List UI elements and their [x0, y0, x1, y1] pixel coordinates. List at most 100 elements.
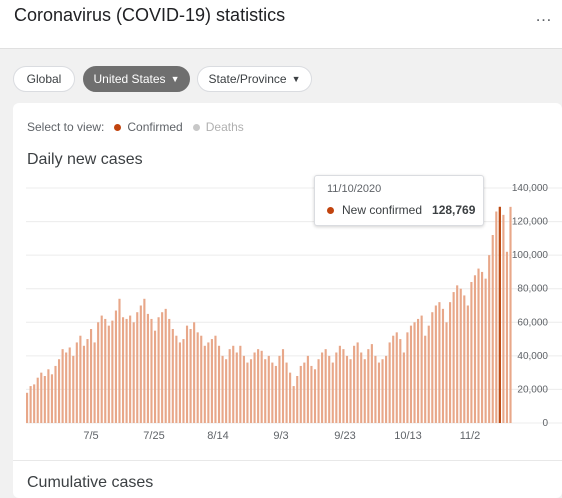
- bar[interactable]: [509, 206, 512, 423]
- bar[interactable]: [203, 345, 206, 423]
- bar[interactable]: [217, 345, 221, 423]
- bar[interactable]: [139, 305, 142, 424]
- bar[interactable]: [114, 310, 117, 423]
- bar[interactable]: [47, 369, 50, 423]
- bar[interactable]: [93, 342, 96, 423]
- bar[interactable]: [260, 350, 263, 423]
- bar[interactable]: [473, 275, 477, 423]
- bar[interactable]: [363, 359, 366, 423]
- bar[interactable]: [40, 372, 43, 423]
- bar[interactable]: [495, 211, 498, 424]
- bar[interactable]: [427, 325, 430, 423]
- bar[interactable]: [257, 349, 260, 423]
- option-deaths[interactable]: Deaths: [205, 120, 244, 134]
- bar[interactable]: [488, 255, 491, 423]
- bar[interactable]: [214, 335, 217, 423]
- bar[interactable]: [132, 322, 135, 423]
- bar[interactable]: [274, 365, 277, 423]
- bar[interactable]: [367, 349, 370, 423]
- bar[interactable]: [107, 325, 110, 423]
- bar[interactable]: [168, 318, 171, 423]
- bar[interactable]: [121, 317, 125, 423]
- bar[interactable]: [502, 214, 505, 423]
- bar[interactable]: [136, 312, 139, 423]
- bar[interactable]: [420, 315, 423, 423]
- bar[interactable]: [104, 318, 107, 423]
- bar[interactable]: [235, 352, 238, 424]
- bar[interactable]: [143, 298, 146, 423]
- bar[interactable]: [89, 329, 93, 423]
- bar[interactable]: [328, 355, 331, 423]
- bar[interactable]: [97, 322, 100, 423]
- bar[interactable]: [82, 345, 86, 423]
- bar[interactable]: [324, 349, 327, 423]
- bar[interactable]: [317, 359, 320, 423]
- bar[interactable]: [353, 345, 356, 423]
- bar[interactable]: [43, 376, 46, 423]
- bar[interactable]: [57, 359, 61, 423]
- bar[interactable]: [196, 332, 199, 423]
- bar[interactable]: [484, 278, 487, 423]
- daily-cases-chart[interactable]: 0 20,000 40,000 60,000 80,000 100,000 120,000 1…: [13, 173, 562, 463]
- bar[interactable]: [289, 372, 292, 423]
- bar[interactable]: [331, 362, 334, 423]
- bar[interactable]: [299, 365, 302, 423]
- bar[interactable]: [434, 305, 437, 424]
- bar[interactable]: [232, 345, 235, 423]
- bar[interactable]: [345, 355, 349, 423]
- bar[interactable]: [61, 349, 64, 423]
- bar[interactable]: [459, 288, 462, 423]
- bar[interactable]: [267, 355, 270, 423]
- bar[interactable]: [65, 352, 68, 424]
- bar[interactable]: [481, 271, 484, 423]
- bar[interactable]: [374, 355, 377, 423]
- bar[interactable]: [264, 359, 267, 423]
- bar[interactable]: [441, 308, 445, 423]
- bar[interactable]: [285, 362, 288, 423]
- bar[interactable]: [392, 335, 395, 423]
- filter-chip-global[interactable]: Global: [13, 66, 75, 92]
- filter-chip-united-states[interactable]: United States ▼: [83, 66, 190, 92]
- bar[interactable]: [313, 369, 317, 423]
- bar[interactable]: [381, 359, 384, 423]
- bar[interactable]: [342, 349, 345, 423]
- bar[interactable]: [431, 312, 434, 423]
- bar[interactable]: [157, 317, 160, 423]
- bar[interactable]: [377, 362, 381, 423]
- bar[interactable]: [321, 352, 324, 424]
- bar[interactable]: [79, 335, 82, 423]
- bar[interactable]: [395, 332, 398, 423]
- bar[interactable]: [200, 335, 203, 423]
- bar[interactable]: [207, 342, 210, 423]
- bar[interactable]: [54, 365, 57, 423]
- bar[interactable]: [466, 305, 469, 424]
- bar[interactable]: [26, 392, 29, 423]
- bar[interactable]: [491, 235, 494, 423]
- option-confirmed[interactable]: Confirmed: [127, 120, 183, 134]
- bar[interactable]: [281, 349, 285, 423]
- bar[interactable]: [402, 352, 405, 424]
- bar[interactable]: [505, 251, 509, 423]
- bar[interactable]: [221, 355, 224, 423]
- bar[interactable]: [189, 329, 192, 423]
- bar[interactable]: [278, 355, 281, 423]
- bar[interactable]: [72, 355, 75, 423]
- bar[interactable]: [296, 376, 299, 423]
- bar[interactable]: [292, 386, 295, 423]
- bar[interactable]: [338, 345, 341, 423]
- bar[interactable]: [50, 374, 54, 423]
- bar[interactable]: [449, 302, 452, 423]
- bar[interactable]: [249, 359, 253, 423]
- bar[interactable]: [406, 332, 409, 423]
- bar[interactable]: [356, 342, 359, 423]
- bar[interactable]: [161, 312, 164, 423]
- bar[interactable]: [303, 362, 306, 423]
- bar[interactable]: [36, 377, 39, 423]
- bar[interactable]: [306, 355, 309, 423]
- bar[interactable]: [210, 339, 213, 423]
- bar[interactable]: [175, 335, 178, 423]
- bar[interactable]: [253, 352, 256, 424]
- bar[interactable]: [129, 315, 132, 423]
- bar[interactable]: [335, 352, 338, 424]
- bar[interactable]: [225, 359, 228, 423]
